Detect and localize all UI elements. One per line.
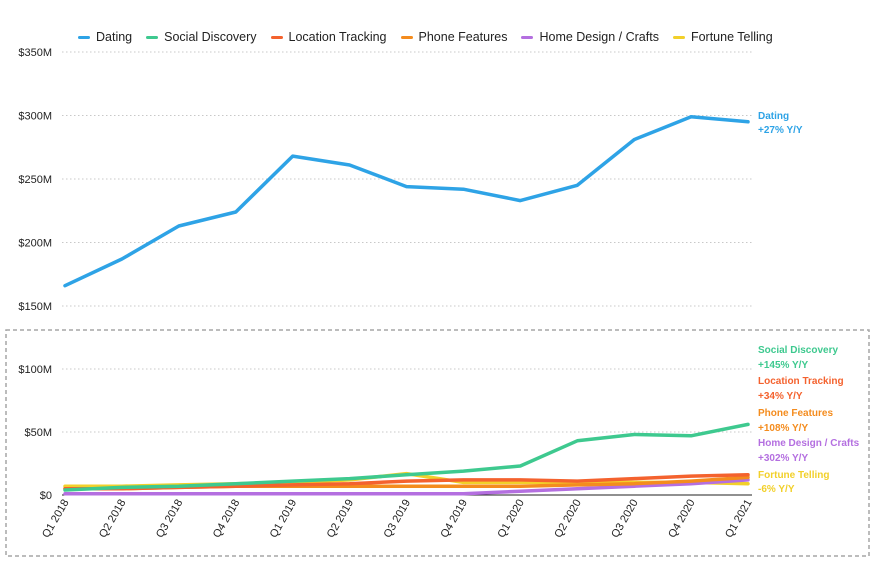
x-tick-label: Q2 2018 [97, 498, 128, 541]
series-end-change: +34% Y/Y [758, 391, 803, 402]
legend-swatch [146, 35, 159, 39]
y-tick-label: $250M [18, 174, 52, 186]
y-tick-label: $150M [18, 301, 52, 313]
legend-label: Location Tracking [288, 30, 387, 44]
series-end-label: Social Discovery [758, 345, 838, 356]
x-tick-label: Q3 2020 [609, 498, 640, 541]
series-end-change: +108% Y/Y [758, 423, 808, 434]
legend-item: Dating [78, 30, 132, 44]
series-end-label: Fortune Telling [758, 470, 829, 481]
legend-label: Phone Features [418, 30, 508, 44]
legend-swatch [672, 35, 685, 39]
y-tick-label: $0 [40, 490, 52, 502]
series-end-label: Location Tracking [758, 376, 844, 387]
legend-label: Social Discovery [164, 30, 257, 44]
x-tick-label: Q1 2020 [495, 498, 526, 541]
legend-item: Location Tracking [270, 30, 387, 44]
x-tick-label: Q2 2020 [552, 498, 583, 541]
series-end-change: +145% Y/Y [758, 360, 808, 371]
x-tick-label: Q4 2020 [666, 498, 697, 541]
legend-swatch [400, 35, 413, 39]
legend-item: Phone Features [400, 30, 508, 44]
y-tick-label: $350M [18, 47, 52, 59]
legend-label: Home Design / Crafts [539, 30, 659, 44]
legend-label: Fortune Telling [690, 30, 773, 44]
series-end-change: -6% Y/Y [758, 484, 795, 495]
y-tick-label: $50M [24, 427, 52, 439]
x-tick-label: Q1 2018 [40, 498, 71, 541]
legend-swatch [521, 35, 534, 39]
series-end-label: Dating [758, 111, 789, 122]
x-tick-label: Q4 2019 [439, 498, 470, 541]
legend-swatch [270, 35, 283, 39]
legend-item: Fortune Telling [672, 30, 773, 44]
legend-item: Social Discovery [146, 30, 257, 44]
legend-item: Home Design / Crafts [521, 30, 659, 44]
x-tick-label: Q3 2018 [154, 498, 185, 541]
x-tick-label: Q1 2021 [723, 498, 754, 541]
lower-panel-frame [5, 329, 870, 557]
series-end-change: +302% Y/Y [758, 453, 808, 464]
y-tick-label: $100M [18, 364, 52, 376]
legend-label: Dating [96, 30, 133, 44]
series-line-home-design-crafts [63, 478, 750, 496]
series-end-label: Phone Features [758, 408, 833, 419]
series-line-social-discovery [63, 422, 750, 492]
x-tick-label: Q4 2018 [211, 498, 242, 541]
x-tick-label: Q3 2019 [382, 498, 413, 541]
series-line-dating [63, 115, 750, 288]
series-end-change: +27% Y/Y [758, 125, 803, 136]
legend: Dating Social Discovery Location Tracking P… [78, 30, 787, 44]
x-tick-label: Q1 2019 [268, 498, 299, 541]
y-tick-label: $200M [18, 238, 52, 250]
x-tick-label: Q2 2019 [325, 498, 356, 541]
legend-swatch [78, 35, 90, 39]
y-tick-label: $300M [18, 111, 52, 123]
series-end-label: Home Design / Crafts [758, 438, 860, 449]
